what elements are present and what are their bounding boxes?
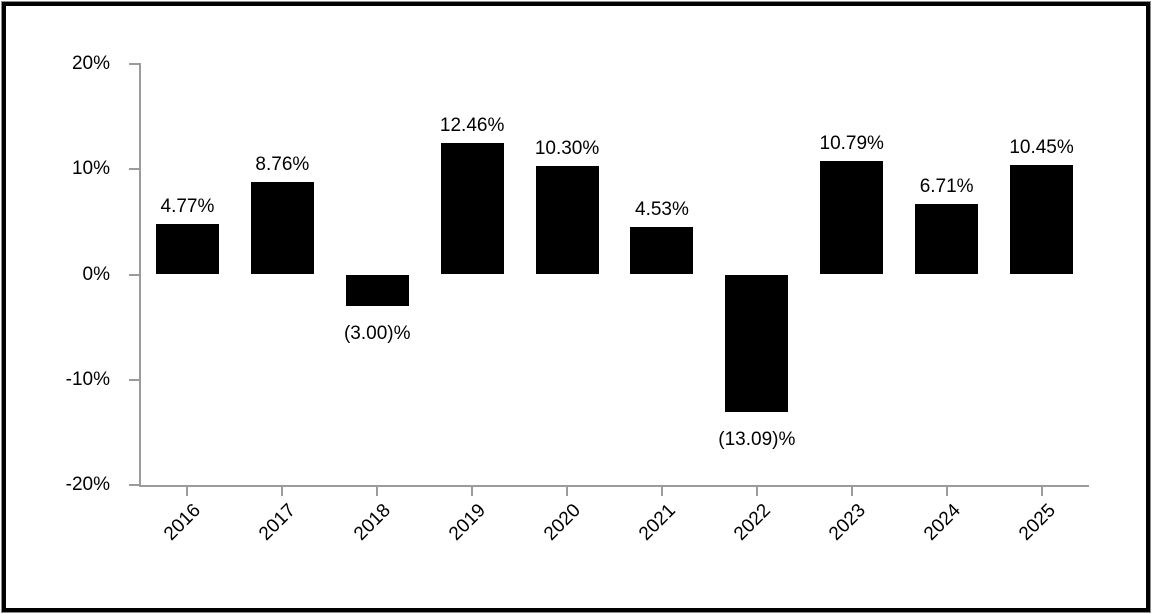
- y-tick: [129, 273, 139, 276]
- x-tick-label: 2025: [1014, 500, 1060, 545]
- x-tick: [945, 486, 948, 496]
- y-tick-label: 20%: [71, 53, 110, 74]
- x-tick: [471, 486, 474, 496]
- y-tick-label: 10%: [71, 158, 110, 180]
- bar-value-label: 10.30%: [534, 138, 600, 160]
- x-tick-label: 2017: [255, 500, 301, 545]
- x-tick: [1040, 486, 1043, 496]
- y-tick: [129, 168, 139, 171]
- bar-value-label: 12.46%: [439, 115, 505, 137]
- x-tick-label: 2018: [350, 500, 396, 545]
- y-tick-label: -20%: [65, 474, 110, 495]
- x-tick-label: 2024: [919, 500, 965, 545]
- x-tick-label: 2023: [824, 500, 870, 545]
- bar-value-label: 6.71%: [919, 175, 974, 197]
- x-tick-label: 2022: [729, 500, 775, 545]
- y-tick: [129, 484, 139, 486]
- bar-value-label: 4.53%: [635, 198, 689, 220]
- y-axis-line: [139, 63, 141, 487]
- x-tick: [376, 486, 379, 496]
- bar-value-label: 4.77%: [160, 196, 215, 218]
- x-tick-label: 2021: [635, 500, 680, 545]
- bar: [250, 182, 314, 275]
- x-axis-line: [139, 484, 1089, 487]
- bar: [345, 274, 409, 307]
- bar: [820, 160, 884, 275]
- bar-value-label: (3.00)%: [343, 323, 411, 345]
- bar: [1010, 164, 1074, 275]
- x-tick-label: 2019: [445, 500, 490, 545]
- bar: [915, 203, 979, 275]
- bar: [440, 143, 504, 275]
- x-tick: [186, 486, 189, 496]
- x-tick: [850, 486, 853, 496]
- bar: [725, 274, 789, 413]
- x-tick: [281, 486, 284, 496]
- bar-value-label: 10.79%: [819, 132, 884, 154]
- bar: [155, 224, 219, 275]
- x-tick: [755, 486, 758, 496]
- bar-value-label: 8.76%: [255, 154, 310, 176]
- y-tick: [129, 378, 139, 381]
- x-tick-label: 2020: [540, 500, 585, 545]
- x-tick: [566, 486, 569, 496]
- y-tick-label: 0%: [82, 263, 110, 285]
- bar: [535, 166, 599, 275]
- y-tick-label: -10%: [65, 368, 110, 390]
- y-tick: [129, 63, 139, 65]
- x-tick-label: 2016: [160, 500, 206, 545]
- bar-value-label: 10.45%: [1009, 136, 1074, 158]
- bar: [630, 226, 694, 275]
- x-tick: [660, 486, 663, 496]
- bar-value-label: (13.09)%: [718, 429, 796, 451]
